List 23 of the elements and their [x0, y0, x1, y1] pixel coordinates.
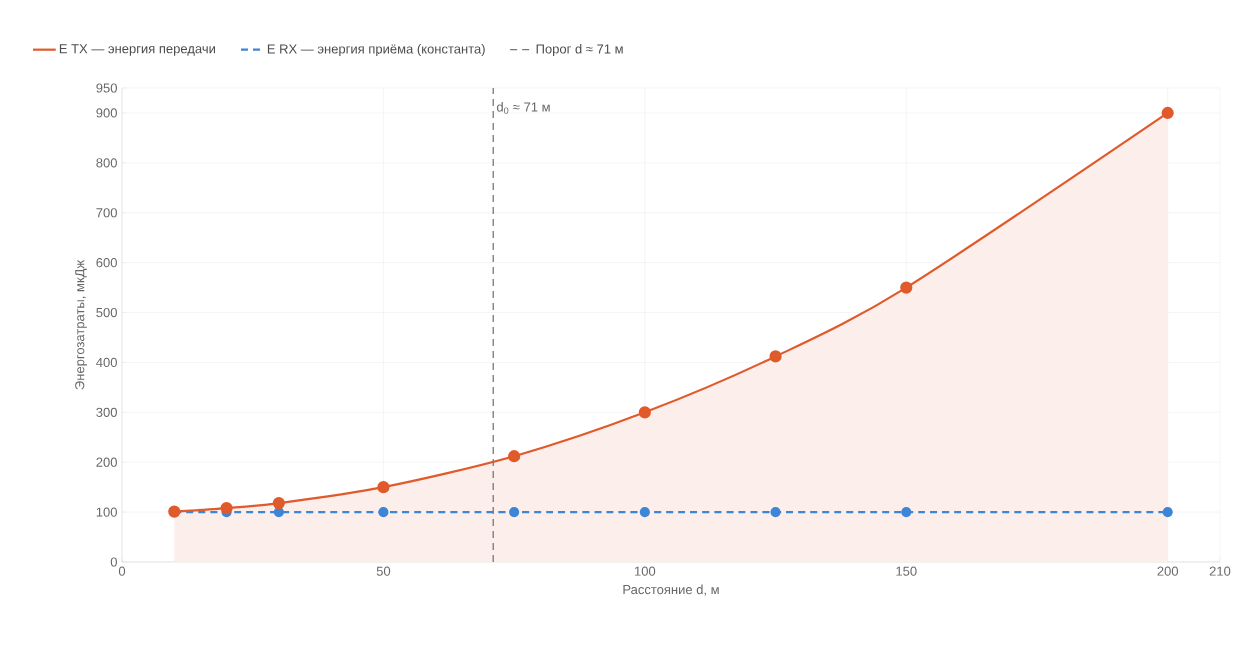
y-tick-label: 800	[96, 158, 117, 168]
legend-label: E RX — энергия приёма (константа)	[267, 43, 485, 57]
y-tick-label: 600	[96, 258, 117, 268]
legend-label: Порог d ≈ 71 м	[536, 43, 623, 57]
annotation: d$_{0}$ ≈ 71 м	[496, 102, 550, 114]
x-tick-label: 0	[118, 566, 126, 576]
y-tick-label: 200	[96, 457, 117, 467]
y-tick-label: 700	[96, 208, 117, 218]
y-tick-label: 950	[96, 83, 117, 93]
y-tick-label: 300	[96, 407, 117, 417]
y-axis-title: Энергозатраты, мкДж	[75, 259, 87, 390]
y-tick-label: 0	[110, 557, 117, 567]
x-tick-label: 200	[1157, 566, 1179, 576]
x-tick-label: 100	[634, 566, 656, 576]
x-tick-label: 210	[1209, 566, 1231, 576]
y-tick-label: 900	[96, 108, 117, 118]
x-tick-label: 150	[896, 566, 917, 576]
x-axis-title: Расстояние d, м	[623, 584, 719, 596]
y-tick-label: 400	[96, 357, 117, 368]
y-tick-label: 100	[96, 507, 117, 517]
y-tick-label: 500	[96, 307, 117, 318]
legend-label: E TX — энергия передачи	[59, 44, 215, 56]
x-tick-label: 50	[376, 566, 391, 576]
